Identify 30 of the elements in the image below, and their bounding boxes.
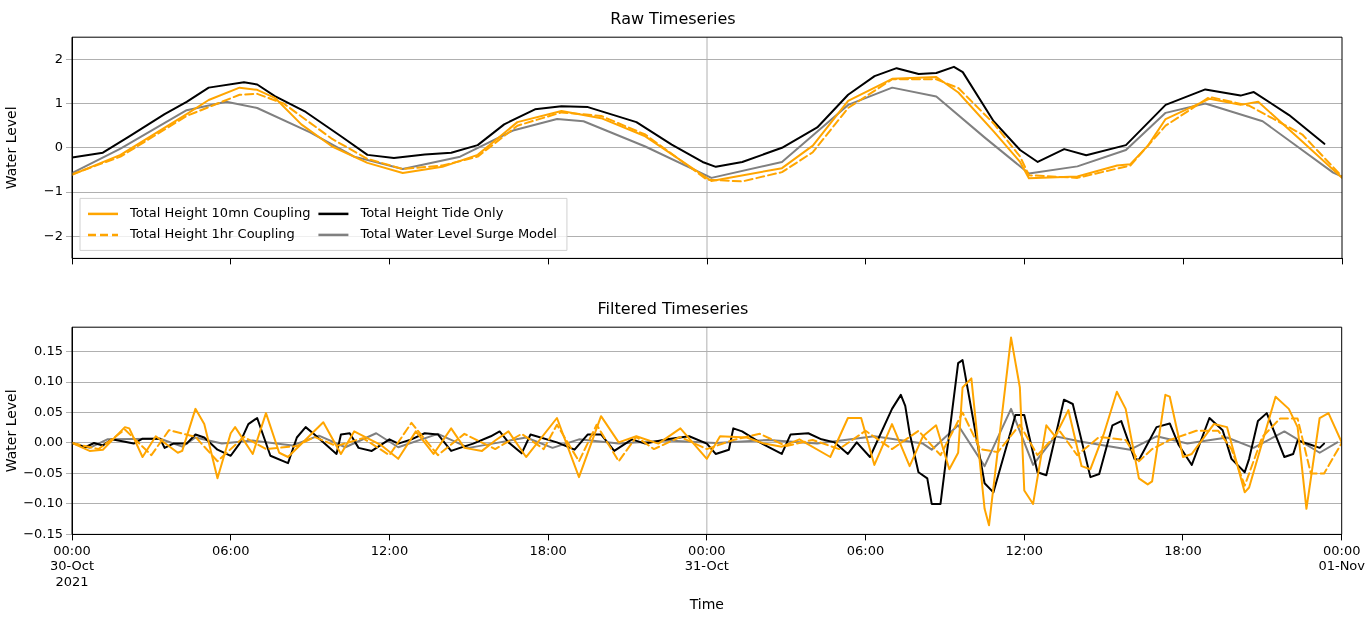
y-tick-label: 0.00 [34,434,63,450]
chart-title: Filtered Timeseries [597,298,749,318]
y-tick-label: 1 [54,94,63,110]
y-tick-label: −0.15 [23,525,63,541]
y-tick-label: −0.10 [23,495,63,511]
y-axis-title: Water Level [3,389,20,473]
y-tick-label: 0 [54,139,63,155]
x-tick-label: 00:00 31-Oct [684,542,729,574]
x-tick-label: 06:00 [846,542,885,558]
legend-label: Total Height 10mn Coupling [129,205,311,221]
y-tick-label: −0.05 [23,464,63,480]
y-tick-label: 0.15 [34,342,63,358]
x-tick-label: 18:00 [1164,542,1202,558]
y-tick-label: −2 [43,227,63,243]
x-tick-label: 12:00 [370,542,409,558]
legend-label: Total Height 1hr Coupling [129,226,295,242]
y-tick-label: −1 [43,183,63,199]
x-tick-label: 18:00 [529,542,567,558]
x-tick-label: 06:00 [211,542,250,558]
chart-title: Raw Timeseries [610,8,736,28]
x-tick-label: 00:00 01-Nov [1318,542,1366,574]
legend-label: Total Height Tide Only [359,205,504,221]
y-tick-label: 2 [54,50,63,66]
x-axis-title: Time [688,596,724,613]
y-axis-title: Water Level [3,106,20,190]
y-tick-label: 0.05 [34,403,63,419]
x-tick-label: 00:00 30-Oct 2021 [49,542,95,589]
y-tick-label: 0.10 [34,373,63,389]
legend-label: Total Water Level Surge Model [359,226,557,242]
x-tick-label: 12:00 [1005,542,1044,558]
